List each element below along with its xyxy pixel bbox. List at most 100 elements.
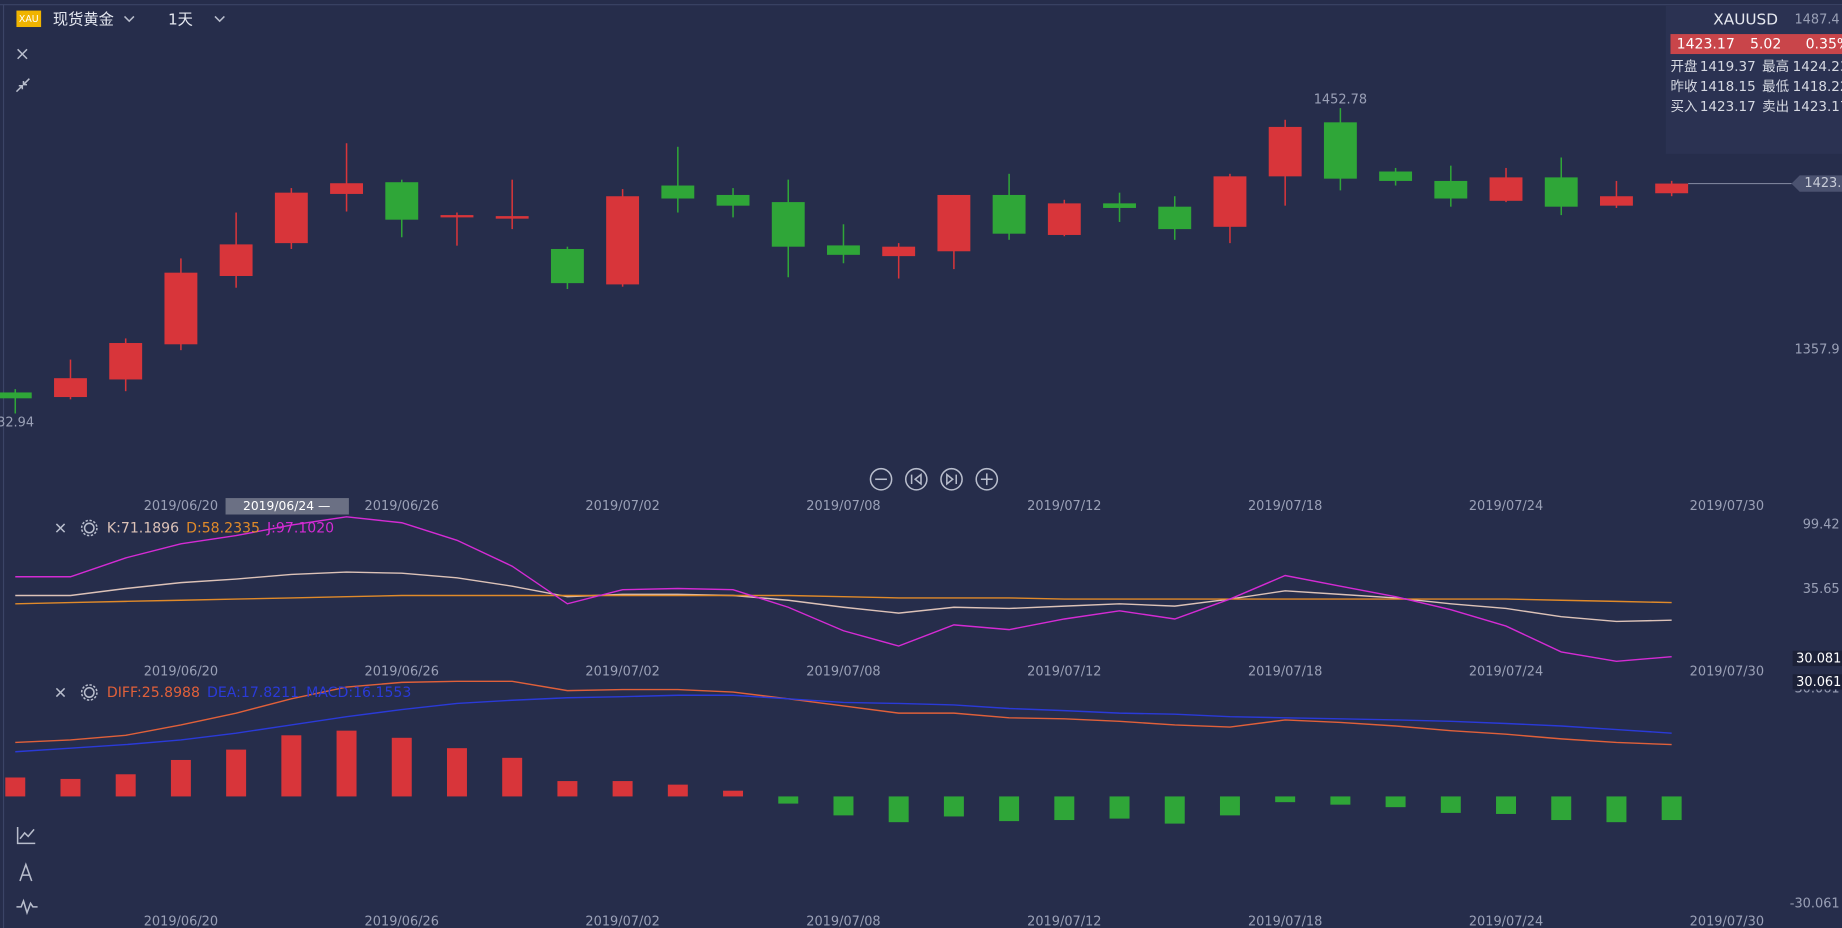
quote-key: 卖出 (1762, 99, 1789, 115)
y-tick-label: 1487.4 (1794, 12, 1839, 27)
macd-bar (60, 778, 81, 797)
zoom-in[interactable] (975, 467, 999, 491)
quote-value: 1424.23 (1793, 59, 1842, 75)
last-price-label: 1423.17 (1804, 176, 1842, 191)
macd-bar (833, 796, 854, 816)
x-tick-label: 2019/06/26 (365, 499, 439, 514)
legend-entry: K:71.1896 (107, 521, 179, 537)
macd-bar (1109, 796, 1130, 819)
macd-bar (557, 781, 578, 797)
macd-bar (1661, 796, 1682, 821)
quote-panel (1665, 5, 1842, 154)
candle-body (661, 185, 695, 199)
quote-symbol: XAUUSD (1713, 10, 1778, 28)
x-tick-label: 2019/07/08 (806, 499, 880, 514)
macd-bar (391, 737, 412, 797)
macd-bar (1440, 796, 1461, 813)
settings-macd-teeth (80, 684, 98, 701)
x-tick-label: 2019/07/12 (1027, 664, 1101, 679)
last-icon (946, 472, 958, 486)
candle-body (716, 194, 750, 206)
x-tick-label: 2019/07/02 (585, 915, 659, 928)
macd-bar (1496, 796, 1517, 814)
line (15, 680, 1672, 746)
x-tick-label: 2019/07/30 (1690, 915, 1764, 928)
candle-body (274, 192, 308, 244)
x-tick-label: 2019/07/24 (1469, 915, 1543, 928)
high-label: 1452.78 (1314, 92, 1367, 107)
legend-entry: DEA:17.8211 (207, 685, 299, 701)
symbol-icon[interactable] (16, 10, 42, 28)
crosshair-label: 2019/06/24 — (243, 499, 330, 513)
last-button[interactable] (940, 467, 963, 491)
side-label: 30.081 (1796, 651, 1841, 666)
close-macd[interactable] (55, 687, 66, 698)
candle-body (219, 244, 253, 276)
macd-bar (1164, 796, 1185, 824)
macd-bar (1551, 796, 1572, 821)
settings-kdj[interactable] (83, 522, 95, 534)
quote-bar (1670, 34, 1842, 55)
legend-entry: D:58.2335 (186, 521, 260, 537)
draw-tool[interactable] (19, 862, 33, 882)
symbol-name[interactable]: 现货黄金 (53, 10, 114, 28)
side-label-box (1792, 650, 1842, 667)
x-tick-label: 2019/06/20 (144, 915, 218, 928)
candle-body (109, 343, 143, 380)
macd-bar (667, 784, 688, 797)
macd-bar (281, 735, 302, 797)
candle-body (440, 215, 474, 218)
x-tick-label: 2019/07/08 (806, 664, 880, 679)
legend-entry: DIFF:25.8988 (107, 685, 200, 701)
candle-body (882, 246, 916, 257)
candle-body (385, 182, 419, 220)
quote-key: 昨收 (1670, 79, 1698, 95)
quote-change: 5.02 (1750, 37, 1781, 53)
quote-key: 开盘 (1670, 58, 1697, 75)
x-tick-label: 2019/06/20 (144, 499, 218, 514)
zoom-in-icon (980, 473, 993, 486)
zoom-out[interactable] (869, 467, 893, 491)
period[interactable]: 1天 (168, 10, 193, 28)
candle-body (495, 216, 529, 219)
close-button[interactable] (17, 48, 28, 60)
quote-key: 买入 (1670, 99, 1698, 115)
wave-tool[interactable] (16, 898, 38, 916)
macd-bar (999, 796, 1020, 822)
chevron[interactable] (214, 15, 225, 23)
y-tick-label: -30.061 (1790, 896, 1840, 911)
candle-body (1323, 122, 1357, 179)
candle-body (550, 248, 584, 284)
first-button[interactable] (904, 467, 928, 491)
candle-body (1379, 171, 1413, 181)
collapse-button[interactable] (15, 78, 30, 93)
indicator-tool[interactable] (16, 826, 36, 845)
x-tick-label: 2019/06/20 (144, 664, 218, 679)
x-tick-label: 2019/07/08 (806, 915, 880, 928)
candle-body (606, 196, 640, 285)
first-icon (910, 472, 922, 486)
candle-body (0, 392, 32, 399)
candle-body (1544, 177, 1578, 207)
candle-body (1213, 176, 1247, 227)
chevron[interactable] (123, 15, 135, 23)
x-tick-label: 2019/07/24 (1469, 664, 1543, 679)
macd-bar (226, 749, 247, 797)
settings-macd[interactable] (83, 687, 95, 698)
x-tick-label: 2019/07/02 (585, 664, 659, 679)
side-label-box (1792, 674, 1842, 690)
y-tick-label: 1357.9 (1794, 342, 1839, 357)
macd-bar (1054, 796, 1075, 821)
quote-value: 1419.37 (1700, 59, 1756, 75)
line (15, 571, 1672, 623)
macd-bar (1219, 796, 1240, 816)
close-kdj[interactable] (55, 523, 66, 533)
macd-bar (943, 796, 964, 817)
legend-entry: MACD:16.1553 (306, 685, 411, 701)
macd-bar (502, 757, 523, 797)
line (15, 694, 1672, 753)
candle-body (1489, 177, 1523, 201)
quote-value: 1418.15 (1700, 79, 1756, 95)
